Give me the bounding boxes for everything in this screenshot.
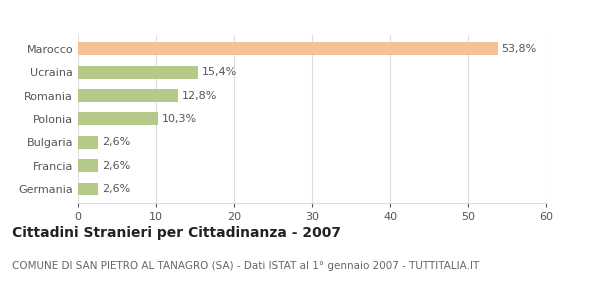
Text: Cittadini Stranieri per Cittadinanza - 2007: Cittadini Stranieri per Cittadinanza - 2… <box>12 226 341 240</box>
Text: COMUNE DI SAN PIETRO AL TANAGRO (SA) - Dati ISTAT al 1° gennaio 2007 - TUTTITALI: COMUNE DI SAN PIETRO AL TANAGRO (SA) - D… <box>12 261 479 271</box>
Bar <box>78 136 98 149</box>
Text: 12,8%: 12,8% <box>182 90 217 101</box>
Text: 15,4%: 15,4% <box>202 67 237 77</box>
Bar <box>78 66 198 79</box>
Text: 2,6%: 2,6% <box>102 184 130 194</box>
Bar <box>78 113 158 125</box>
Text: 53,8%: 53,8% <box>502 44 537 54</box>
Bar <box>78 159 98 172</box>
Text: 10,3%: 10,3% <box>162 114 197 124</box>
Bar <box>78 182 98 195</box>
Bar <box>78 89 178 102</box>
Text: 2,6%: 2,6% <box>102 161 130 171</box>
Text: 2,6%: 2,6% <box>102 137 130 147</box>
Bar <box>78 42 497 55</box>
